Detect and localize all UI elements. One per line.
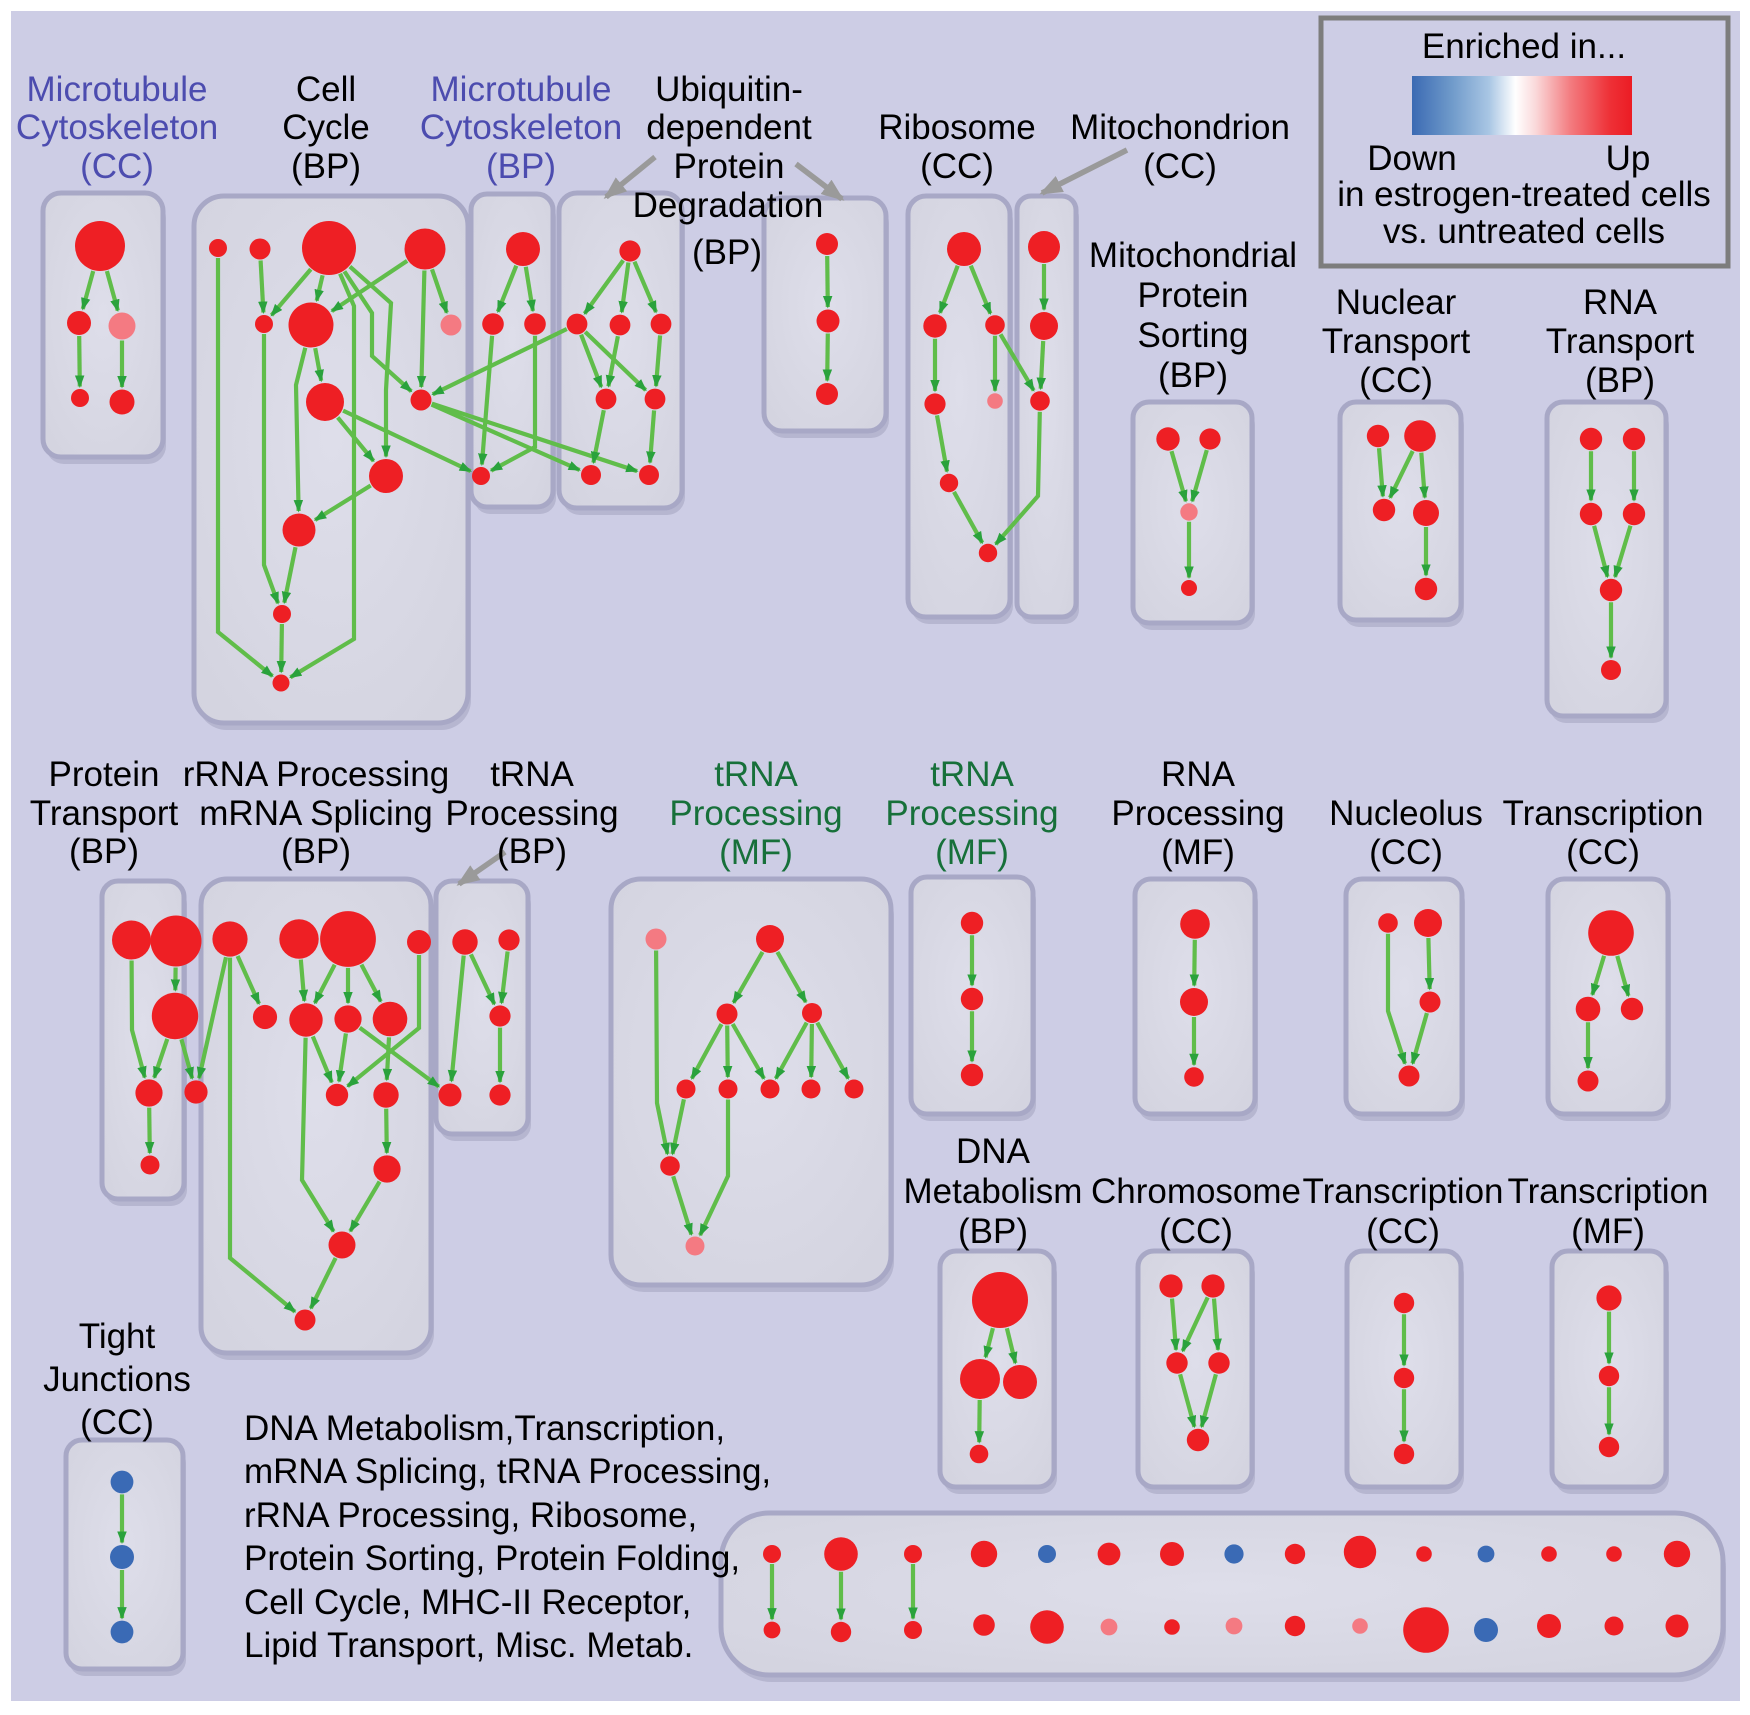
svg-text:(MF): (MF) [935,833,1009,872]
svg-text:Processing: Processing [445,794,618,833]
svg-text:Nucleolus: Nucleolus [1329,794,1483,833]
svg-text:Microtubule: Microtubule [27,70,208,109]
svg-text:(BP): (BP) [958,1212,1028,1251]
svg-text:mRNA Splicing: mRNA Splicing [199,794,432,833]
svg-text:rRNA Processing: rRNA Processing [183,755,449,794]
svg-text:Protein Sorting, Protein Foldi: Protein Sorting, Protein Folding, [244,1539,740,1578]
svg-text:Processing: Processing [1111,794,1284,833]
svg-text:(BP): (BP) [1585,361,1655,400]
svg-text:Processing: Processing [885,794,1058,833]
svg-text:(BP): (BP) [69,832,139,871]
svg-text:in estrogen-treated cells: in estrogen-treated cells [1337,175,1711,214]
svg-text:Processing: Processing [669,794,842,833]
svg-text:Transcription: Transcription [1503,794,1704,833]
svg-text:Cell: Cell [296,70,356,109]
svg-text:(CC): (CC) [1359,361,1433,400]
svg-text:Tight: Tight [79,1317,156,1356]
svg-text:vs. untreated cells: vs. untreated cells [1383,212,1665,251]
svg-text:mRNA Splicing, tRNA Processing: mRNA Splicing, tRNA Processing, [244,1452,771,1491]
svg-text:(BP): (BP) [1158,356,1228,395]
svg-text:(CC): (CC) [1369,833,1443,872]
svg-text:rRNA Processing, Ribosome,: rRNA Processing, Ribosome, [244,1496,697,1535]
svg-text:(BP): (BP) [291,147,361,186]
svg-text:Chromosome: Chromosome [1091,1172,1301,1211]
svg-text:Lipid Transport, Misc. Metab.: Lipid Transport, Misc. Metab. [244,1626,693,1665]
svg-text:(CC): (CC) [1159,1212,1233,1251]
svg-text:Protein: Protein [674,147,785,186]
svg-text:Transport: Transport [30,794,179,833]
svg-text:tRNA: tRNA [490,755,574,794]
svg-text:(BP): (BP) [497,832,567,871]
svg-text:(MF): (MF) [719,833,793,872]
svg-text:(BP): (BP) [486,147,556,186]
svg-text:Cytoskeleton: Cytoskeleton [16,108,218,147]
svg-text:RNA: RNA [1161,755,1236,794]
svg-text:Cell Cycle, MHC-II Receptor,: Cell Cycle, MHC-II Receptor, [244,1583,691,1622]
svg-text:dependent: dependent [646,108,812,147]
svg-text:Transport: Transport [1546,322,1695,361]
svg-text:Transcription: Transcription [1303,1172,1504,1211]
svg-text:(CC): (CC) [80,1403,154,1442]
svg-text:Up: Up [1606,139,1651,178]
svg-text:Protein: Protein [49,755,160,794]
svg-text:Transport: Transport [1322,322,1471,361]
svg-text:(CC): (CC) [1566,833,1640,872]
svg-text:Enriched in...: Enriched in... [1422,27,1626,66]
svg-text:tRNA: tRNA [714,755,798,794]
svg-text:Degradation: Degradation [633,186,824,225]
svg-text:Mitochondrial: Mitochondrial [1089,236,1297,275]
svg-text:(CC): (CC) [920,147,994,186]
svg-text:Metabolism: Metabolism [904,1172,1083,1211]
svg-text:DNA: DNA [956,1132,1031,1171]
svg-text:Mitochondrion: Mitochondrion [1070,108,1290,147]
svg-text:Transcription: Transcription [1508,1172,1709,1211]
svg-text:Junctions: Junctions [43,1360,191,1399]
svg-text:Cycle: Cycle [282,108,370,147]
svg-text:Cytoskeleton: Cytoskeleton [420,108,622,147]
svg-text:DNA Metabolism,Transcription,: DNA Metabolism,Transcription, [244,1409,725,1448]
svg-text:RNA: RNA [1583,283,1658,322]
svg-text:(CC): (CC) [80,147,154,186]
svg-text:(MF): (MF) [1161,833,1235,872]
svg-text:Nuclear: Nuclear [1336,283,1457,322]
svg-text:(CC): (CC) [1143,147,1217,186]
svg-text:Ubiquitin-: Ubiquitin- [655,70,803,109]
svg-text:(MF): (MF) [1571,1212,1645,1251]
svg-text:Sorting: Sorting [1138,316,1249,355]
svg-text:(BP): (BP) [281,832,351,871]
svg-text:(CC): (CC) [1366,1212,1440,1251]
svg-text:Ribosome: Ribosome [878,108,1036,147]
svg-text:(BP): (BP) [692,233,762,272]
svg-text:Down: Down [1367,139,1456,178]
svg-text:Protein: Protein [1138,276,1249,315]
svg-text:Microtubule: Microtubule [431,70,612,109]
svg-text:tRNA: tRNA [930,755,1014,794]
